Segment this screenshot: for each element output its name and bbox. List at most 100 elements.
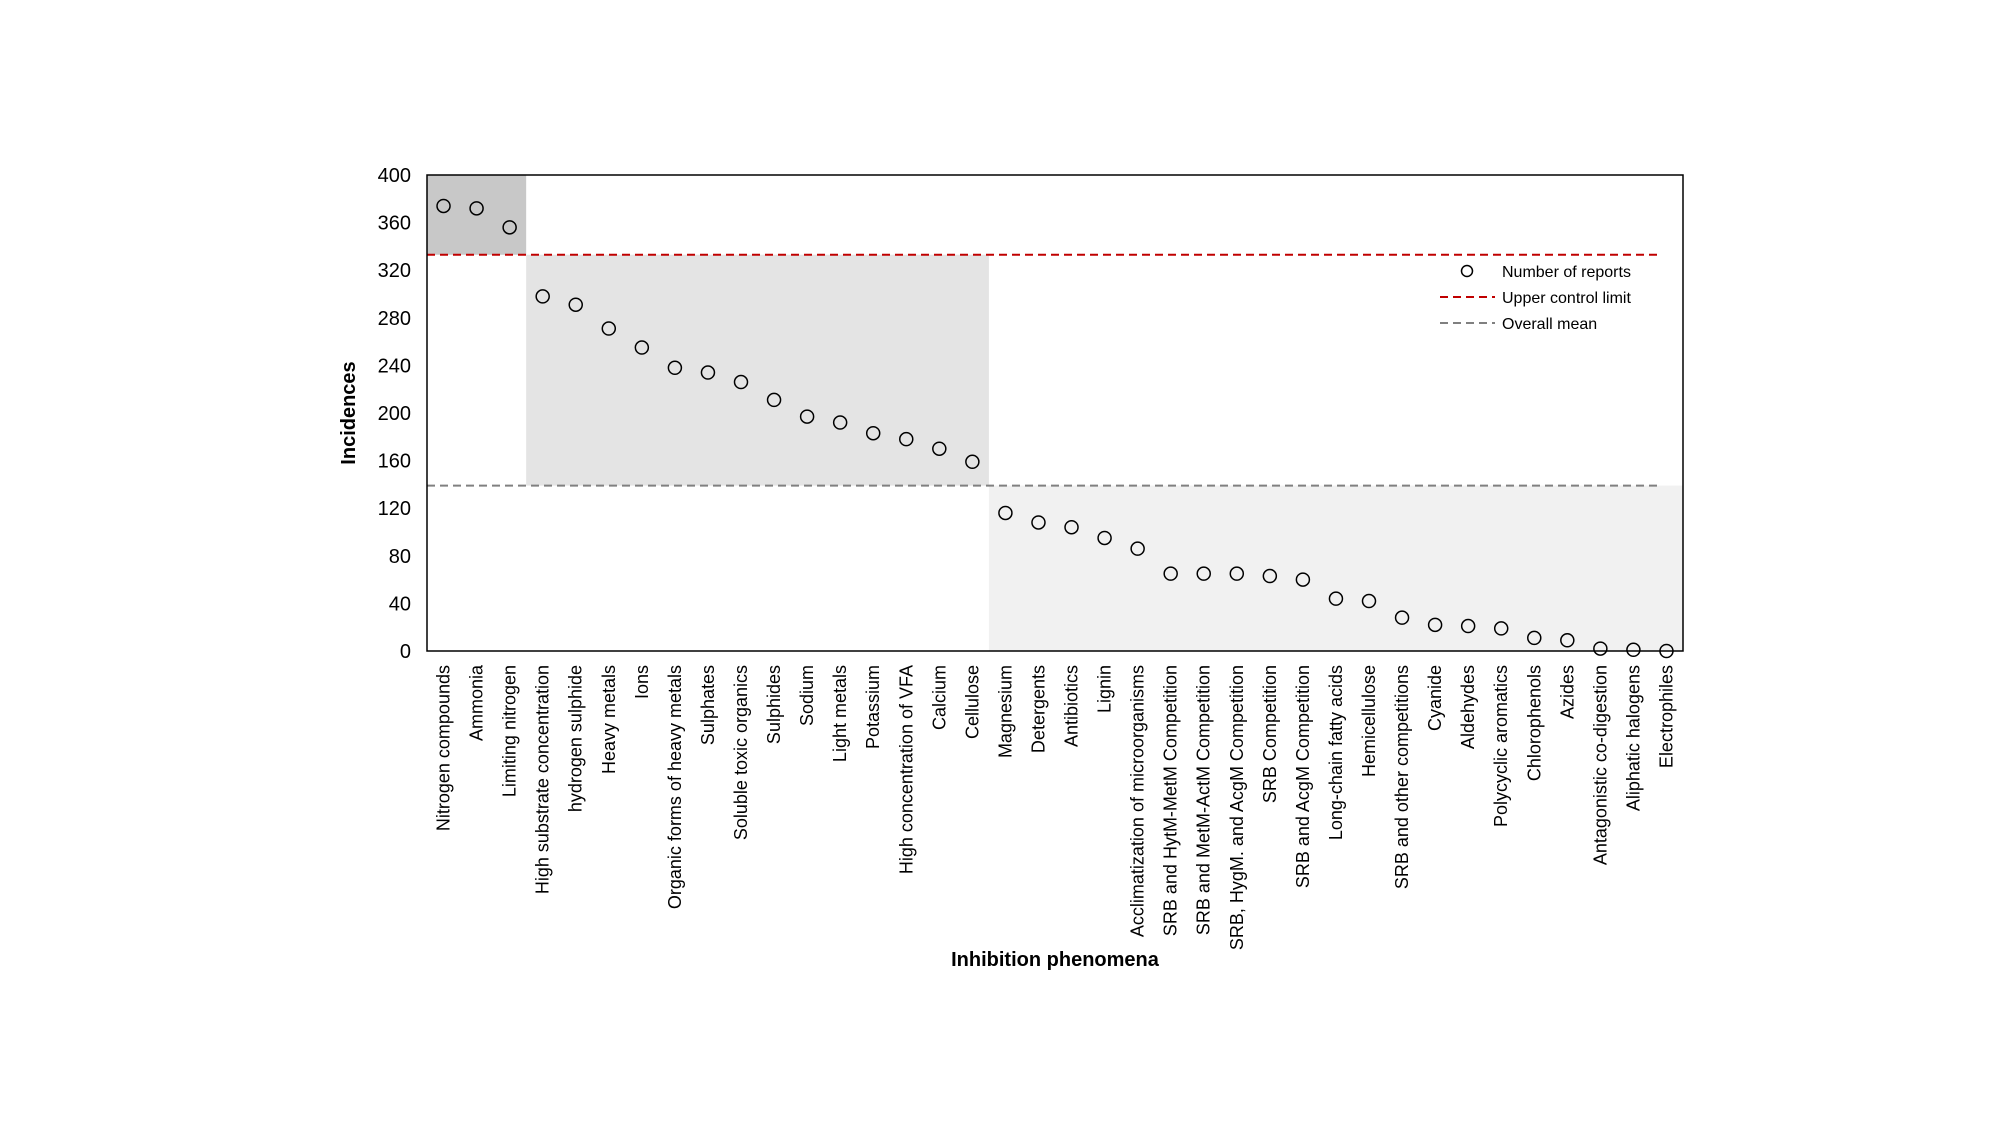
x-category-label: Detergents: [1028, 665, 1048, 753]
data-point: [1196, 566, 1211, 581]
data-point: [1130, 541, 1145, 556]
x-category-label: Long-chain fatty acids: [1326, 665, 1346, 840]
data-point: [502, 220, 517, 235]
x-category-label: SRB and AcgM Competition: [1293, 665, 1313, 888]
plot-area-frame: [426, 174, 1684, 652]
data-point: [1593, 641, 1608, 656]
y-axis-title: Incidences: [338, 361, 360, 464]
data-point: [1493, 621, 1509, 636]
data-point: [1328, 591, 1344, 606]
data-point: [733, 374, 749, 390]
data-point: [766, 392, 782, 408]
data-point: [1097, 530, 1112, 546]
y-tick-label: 360: [378, 213, 411, 235]
data-point: [634, 340, 650, 355]
data-point: [1262, 568, 1278, 584]
x-category-label: Calcium: [929, 665, 949, 730]
data-point: [865, 425, 881, 441]
legend-label: Overall mean: [1502, 316, 1597, 333]
x-category-label: Sodium: [797, 665, 817, 726]
shaded-region-3: [988, 485, 1683, 651]
x-category-label: High substrate concentration: [533, 665, 553, 894]
x-category-label: Cellulose: [962, 665, 982, 739]
x-category-label: Ions: [632, 665, 652, 699]
x-category-label: Light metals: [830, 665, 850, 762]
y-tick-label: 80: [389, 546, 411, 568]
x-category-label: Soluble toxic organics: [731, 665, 751, 840]
x-category-label: Magnesium: [995, 665, 1015, 758]
data-point: [601, 321, 617, 336]
data-point: [1361, 593, 1377, 609]
data-point: [1229, 566, 1245, 581]
data-point: [1394, 610, 1410, 625]
x-category-label: Organic forms of heavy metals: [665, 665, 685, 909]
data-point: [1031, 515, 1046, 530]
data-point: [1460, 618, 1476, 634]
data-point: [965, 454, 980, 470]
legend-label: Number of reports: [1502, 264, 1631, 281]
data-point: [799, 409, 815, 424]
y-tick-label: 240: [378, 355, 411, 377]
x-category-label: Sulphides: [764, 665, 784, 744]
x-category-label: Chlorophenols: [1524, 665, 1544, 781]
x-category-label: SRB Competition: [1260, 665, 1280, 803]
x-category-label: High concentration of VFA: [896, 665, 916, 874]
shaded-region-2: [526, 254, 989, 486]
x-category-label: hydrogen sulphide: [566, 665, 586, 812]
x-category-label: SRB and other competitions: [1392, 665, 1412, 889]
x-category-label: Limiting nitrogen: [500, 665, 520, 797]
y-tick-label: 160: [378, 451, 411, 473]
x-category-label: Polycyclic aromatics: [1491, 665, 1511, 827]
data-point: [1427, 617, 1443, 633]
data-point: [535, 289, 550, 304]
reference-lines: [427, 253, 1661, 487]
data-point: [1527, 630, 1542, 646]
x-axis-title: Inhibition phenomena: [951, 949, 1160, 971]
data-points: [436, 198, 1674, 659]
x-category-label: Heavy metals: [599, 665, 619, 774]
data-point: [469, 201, 484, 216]
x-axis: Nitrogen compounds Ammonia Limiting nitrog…: [434, 664, 1677, 950]
y-tick-label: 0: [400, 641, 411, 663]
x-category-label: Potassium: [863, 665, 883, 749]
legend: Number of reports Upper control limit Over…: [1440, 264, 1631, 333]
x-category-label: Aliphatic halogens: [1623, 665, 1643, 811]
x-category-label: Nitrogen compounds: [434, 665, 454, 831]
x-category-label: Sulphates: [698, 665, 718, 745]
x-category-label: Cyanide: [1425, 665, 1445, 731]
y-tick-label: 120: [378, 498, 411, 520]
y-tick-label: 320: [378, 260, 411, 282]
data-point: [436, 198, 451, 214]
x-category-label: SRB and MetM-ActM Competition: [1194, 665, 1214, 935]
x-category-label: Antibiotics: [1062, 665, 1082, 747]
shaded-regions: [427, 175, 1683, 651]
data-point: [932, 441, 947, 456]
data-point: [1659, 643, 1674, 659]
x-category-label: SRB and HytM-MetM Competition: [1161, 665, 1181, 936]
x-category-label: Lignin: [1095, 665, 1115, 713]
data-point: [1064, 519, 1079, 535]
legend-marker: [1460, 264, 1474, 278]
y-tick-label: 200: [378, 403, 411, 425]
data-point: [1626, 642, 1641, 658]
data-point: [1163, 566, 1178, 581]
data-point: [998, 505, 1013, 521]
data-point: [1295, 572, 1311, 587]
x-category-label: Azides: [1557, 665, 1577, 719]
legend-label: Upper control limit: [1502, 290, 1631, 307]
data-point: [700, 365, 716, 380]
data-point: [568, 297, 583, 312]
data-point: [899, 431, 914, 447]
x-category-label: SRB, HygM. and AcgM Competition: [1227, 665, 1247, 950]
data-point: [1560, 633, 1575, 648]
y-tick-label: 400: [378, 165, 411, 187]
data-point: [832, 415, 848, 430]
x-category-label: Ammonia: [467, 664, 487, 741]
x-category-label: Electrophiles: [1656, 665, 1676, 768]
x-category-label: Aldehydes: [1458, 665, 1478, 749]
x-category-label: Antagonistic co-digestion: [1590, 665, 1610, 865]
data-point: [667, 360, 683, 376]
y-axis: 0 40 80 120 160 200 240 280 320 360 400: [378, 165, 411, 663]
y-tick-label: 280: [378, 308, 411, 330]
